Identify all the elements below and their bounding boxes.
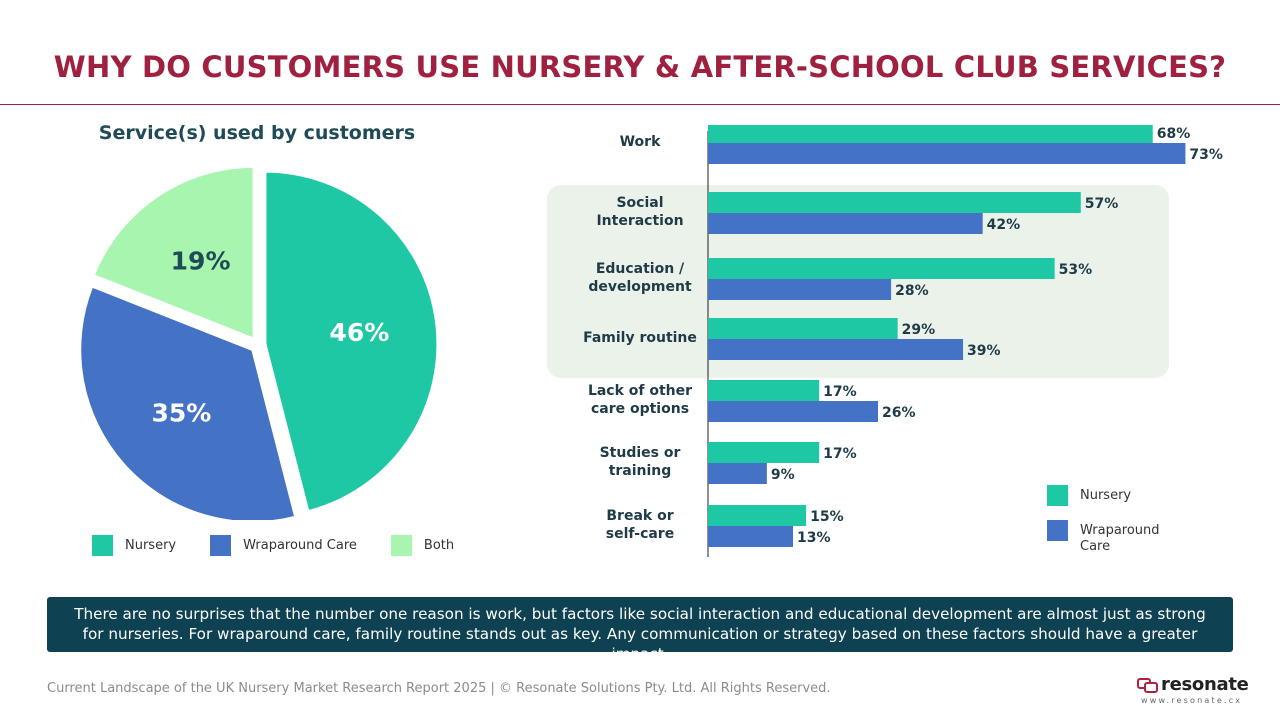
pie-legend-label-both: Both — [423, 538, 455, 553]
pie-legend-swatch-wraparound — [210, 535, 232, 556]
bar-category-label-line: development — [588, 279, 692, 295]
pie-slice-nursery — [263, 169, 440, 514]
bar-category-label-line: training — [608, 463, 672, 479]
bar-nursery — [708, 125, 1153, 143]
bar-value-label: 15% — [810, 509, 844, 525]
bar-value-label: 68% — [1157, 126, 1191, 142]
pie-legend-item-both: Both — [390, 535, 455, 556]
pie-legend-item-wraparound: Wraparound Care — [210, 535, 357, 556]
bar-category-label-line: Studies or — [599, 445, 681, 461]
bar-wraparound — [708, 463, 767, 484]
bar-category-label-line: Work — [619, 134, 661, 150]
pie-value-label-both: 19% — [171, 247, 231, 276]
bar-value-label: 39% — [967, 343, 1001, 359]
page-title: WHY DO CUSTOMERS USE NURSERY & AFTER-SCH… — [53, 50, 1227, 84]
pie-legend-swatch-both — [390, 535, 412, 556]
bar-category-label-line: care options — [590, 401, 690, 417]
bar-category-label-line: self-care — [605, 526, 675, 542]
bar-category-label: Break or self-care — [560, 507, 720, 543]
bar-category-label: Education / development — [560, 260, 720, 296]
bar-category-label-line: Lack of other — [587, 383, 693, 399]
bar-chart: 68% 73% 57% 42% 53% 28% 29% 39% 17% 26% 17% 9% 15% 13… — [707, 125, 1223, 557]
bar-legend-swatch-nursery — [1047, 485, 1068, 506]
title-divider — [0, 104, 1280, 105]
chat-bubbles-icon — [1137, 678, 1158, 693]
bar-wraparound — [708, 526, 794, 547]
pie-value-label-wraparound: 35% — [151, 399, 211, 428]
bar-category-label-line: Family routine — [583, 330, 697, 346]
bar-nursery — [708, 380, 820, 401]
bar-value-label: 13% — [797, 530, 831, 546]
logo-url: www.resonate.cx — [1141, 696, 1243, 705]
bar-wraparound — [708, 339, 964, 360]
pie-legend-label-wraparound: Wraparound Care — [243, 538, 357, 553]
bar-category-label-line: Education / — [595, 261, 685, 277]
bar-value-label: 73% — [1189, 147, 1223, 163]
bar-category-label-line: Social — [616, 195, 664, 211]
bar-nursery — [708, 442, 820, 463]
pie-value-label-nursery: 46% — [329, 318, 389, 347]
bar-wraparound — [708, 401, 879, 422]
footer-text: Current Landscape of the UK Nursery Mark… — [47, 681, 831, 696]
bar-legend-label-nursery: Nursery — [1080, 488, 1131, 504]
bar-nursery — [708, 318, 898, 339]
bar-value-label: 26% — [882, 405, 916, 421]
pie-legend-label-nursery: Nursery — [125, 538, 177, 553]
bar-category-label-line: Break or — [606, 508, 674, 524]
pie-slice-both — [91, 164, 256, 342]
bar-legend-label-line: Nursery — [1080, 488, 1132, 503]
bar-legend-label-line: Care — [1080, 539, 1111, 554]
bar-category-label: Work — [560, 133, 720, 151]
insight-callout: There are no surprises that the number o… — [47, 597, 1233, 663]
bar-nursery — [708, 192, 1081, 213]
bar-legend-item-wraparound: Wraparound Care — [1047, 520, 1160, 555]
bar-value-label: 28% — [895, 283, 929, 299]
bar-nursery — [708, 258, 1055, 279]
pie-chart: 46% 35% 19% — [78, 164, 440, 520]
pie-legend-swatch-nursery — [92, 535, 113, 556]
bar-value-label: 17% — [823, 446, 857, 462]
pie-slice-wraparound — [78, 283, 298, 520]
bar-value-label: 29% — [902, 322, 936, 338]
bar-nursery — [708, 505, 807, 526]
bar-legend-item-nursery: Nursery — [1047, 485, 1160, 506]
bar-value-label: 53% — [1059, 262, 1093, 278]
bar-legend-label-wraparound: Wraparound Care — [1080, 523, 1160, 555]
bar-wraparound — [708, 279, 892, 300]
bar-legend: Nursery Wraparound Care — [1047, 485, 1160, 569]
bar-category-label: Lack of other care options — [560, 382, 720, 418]
bar-category-label: Social Interaction — [560, 194, 720, 230]
bar-value-label: 9% — [771, 467, 795, 483]
bar-value-label: 42% — [987, 217, 1021, 233]
bar-wraparound — [708, 143, 1186, 164]
bar-legend-swatch-wraparound — [1047, 520, 1068, 541]
bar-category-label: Studies or training — [560, 444, 720, 480]
bar-legend-label-line: Wraparound — [1080, 523, 1160, 538]
bar-category-label-line: Interaction — [596, 213, 684, 229]
bar-wraparound — [708, 213, 983, 234]
pie-legend: Nursery Wraparound Care Both — [92, 535, 488, 556]
pie-legend-item-nursery: Nursery — [92, 535, 176, 556]
pie-chart-title: Service(s) used by customers — [98, 122, 416, 144]
bar-value-label: 17% — [823, 384, 857, 400]
bar-value-label: 57% — [1085, 196, 1119, 212]
bar-category-label: Family routine — [560, 329, 720, 347]
logo-name: resonate — [1161, 674, 1249, 695]
